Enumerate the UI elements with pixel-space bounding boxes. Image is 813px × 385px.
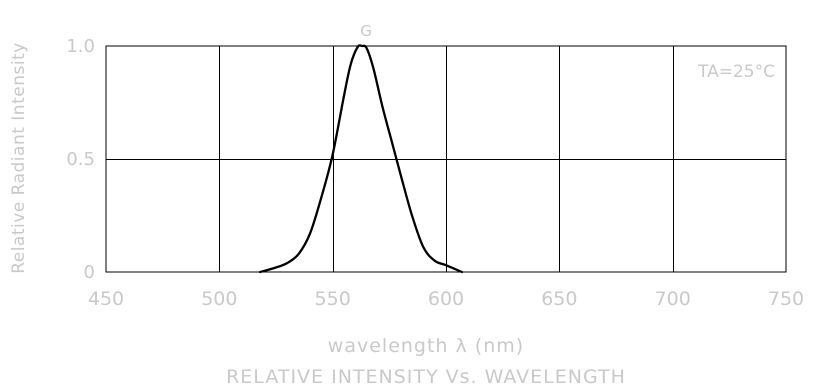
y-tick-label: 1.0 <box>66 36 95 57</box>
y-tick-label: 0.5 <box>66 149 95 170</box>
chart-title: RELATIVE INTENSITY Vs. WAVELENGTH <box>226 366 626 385</box>
x-tick-labels: 450 500 550 600 650 700 750 <box>88 288 804 310</box>
curve-label: G <box>360 22 372 40</box>
x-tick-label: 750 <box>768 288 804 310</box>
temperature-annotation: TA=25°C <box>697 62 775 82</box>
y-tick-label: 0 <box>84 262 95 283</box>
x-tick-label: 450 <box>88 288 124 310</box>
x-tick-label: 650 <box>541 288 577 310</box>
x-tick-label: 550 <box>315 288 351 310</box>
grid <box>105 45 787 273</box>
x-axis-label: wavelength λ (nm) <box>328 335 524 357</box>
x-tick-label: 500 <box>201 288 237 310</box>
y-axis-label: Relative Radiant Intensity <box>9 42 29 274</box>
y-tick-labels: 0 0.5 1.0 <box>66 36 95 283</box>
curves <box>258 44 464 274</box>
series-line-G <box>258 44 464 274</box>
x-tick-label: 600 <box>428 288 464 310</box>
x-tick-label: 700 <box>655 288 691 310</box>
